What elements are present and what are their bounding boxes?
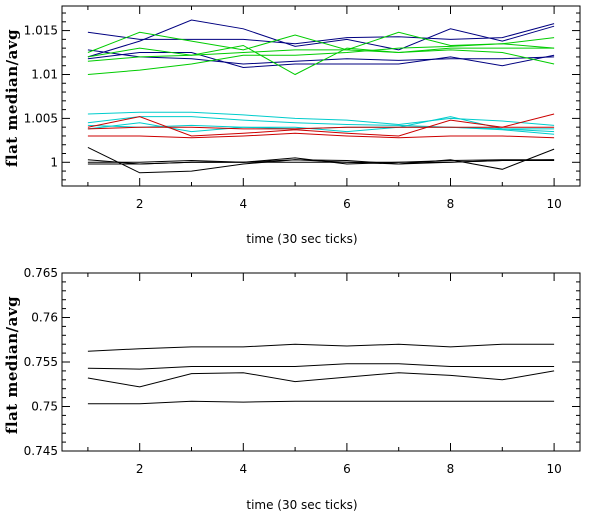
bottom-series-group [87,343,555,405]
x-tick-label: 8 [447,462,455,476]
top-series-line-13 [87,132,555,139]
y-tick-label: 0.745 [24,444,58,458]
top-series-line-1 [87,23,555,45]
top-series-line-19 [87,159,555,165]
x-tick-label: 6 [343,462,351,476]
y-tick-label: 0.765 [24,266,58,280]
top-series-line-8 [87,47,555,62]
bottom-axis-ticks: 2 4 6 8 10 0.745 0.75 0.755 0.76 0.765 [24,266,580,476]
x-tick-label: 4 [239,462,247,476]
top-series-line-16 [87,146,555,174]
top-series-line-6 [87,44,555,76]
y-tick-label: 0.755 [24,355,58,369]
top-series-group [87,19,555,174]
top-series-line-4 [87,49,555,65]
bottom-chart-panel: 2 4 6 8 10 0.745 0.75 0.755 0.76 0.765 time (30 s… [3,266,581,512]
x-tick-label: 10 [546,462,561,476]
bottom-series-line-2 [87,363,555,370]
top-series-line-9 [87,111,555,126]
x-tick-label: 6 [343,197,351,211]
y-tick-label: 0.75 [31,400,58,414]
top-chart-panel: 2 4 6 8 10 1 1.005 1.01 1.015 time (30 sec ticks… [3,5,581,246]
top-series-line-15 [87,126,555,130]
y-tick-label: 0.76 [31,311,58,325]
x-tick-label: 2 [136,462,144,476]
bottom-series-line-3 [87,370,555,388]
y-tick-label: 1 [50,155,58,169]
top-series-line-3 [87,52,555,69]
top-x-axis-label: time (30 sec ticks) [246,232,357,246]
top-y-axis-label: flat median/avg [3,29,21,167]
bottom-y-axis-label: flat median/avg [3,296,21,434]
bottom-plot-frame [61,272,581,452]
y-tick-label: 1.015 [24,24,58,38]
y-tick-label: 1.01 [31,67,58,81]
x-tick-label: 4 [239,197,247,211]
x-tick-label: 2 [136,197,144,211]
x-tick-label: 10 [546,197,561,211]
top-series-line-14 [87,113,555,137]
bottom-series-line-1 [87,343,555,352]
top-plot-frame [61,5,581,187]
bottom-series-line-4 [87,400,555,405]
y-tick-label: 1.005 [24,111,58,125]
top-series-line-7 [87,37,555,75]
x-tick-label: 8 [447,197,455,211]
bottom-x-axis-label: time (30 sec ticks) [246,498,357,512]
top-axis-ticks: 2 4 6 8 10 1 1.005 1.01 1.015 [24,6,580,211]
